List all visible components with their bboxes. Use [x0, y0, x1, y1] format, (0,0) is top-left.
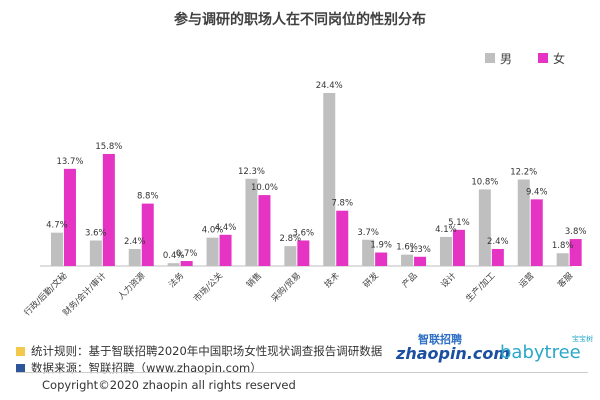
babytree-logo-cn: 宝宝树 — [572, 335, 593, 343]
source-note-rule-text: 统计规则：基于智联招聘2020年中国职场女性现状调查报告调研数据 — [31, 344, 383, 358]
data-label-female-12: 9.4% — [526, 187, 548, 197]
legend-swatch-female — [538, 53, 548, 63]
bar-female-4 — [219, 234, 232, 266]
data-label-male-11: 10.8% — [471, 177, 498, 187]
bar-male-8 — [362, 239, 375, 266]
bar-male-6 — [284, 246, 297, 266]
data-label-male-12: 12.2% — [510, 168, 537, 178]
category-label-5: 销售 — [244, 270, 264, 290]
data-label-female-10: 5.1% — [448, 218, 470, 228]
category-label-13: 客服 — [555, 270, 575, 290]
bar-male-1 — [89, 240, 102, 266]
bar-male-0 — [50, 232, 63, 266]
category-label-4: 市场/公关 — [191, 270, 225, 304]
yellow-square-icon — [16, 347, 25, 356]
bar-male-10 — [439, 236, 452, 266]
babytree-logo-en: babytree — [500, 342, 581, 363]
data-label-female-1: 15.8% — [95, 142, 122, 152]
bar-male-4 — [206, 237, 219, 266]
data-label-male-8: 3.7% — [357, 228, 379, 238]
data-label-female-11: 2.4% — [487, 237, 509, 247]
footer-divider — [16, 372, 588, 373]
bar-female-13 — [569, 239, 582, 266]
category-label-8: 研发 — [361, 270, 381, 290]
bar-female-9 — [414, 256, 427, 266]
bar-male-11 — [478, 189, 491, 266]
data-label-female-4: 4.4% — [215, 223, 237, 233]
legend-label-female: 女 — [553, 51, 565, 66]
bar-female-12 — [530, 199, 543, 266]
legend-label-male: 男 — [500, 52, 512, 66]
data-label-male-6: 2.8% — [280, 234, 302, 244]
category-label-2: 人力资源 — [116, 270, 148, 302]
data-label-male-5: 12.3% — [238, 167, 265, 177]
category-label-6: 采购/贸易 — [269, 270, 303, 304]
bar-male-5 — [245, 178, 258, 266]
bar-male-13 — [556, 253, 569, 266]
chart-title: 参与调研的职场人在不同岗位的性别分布 — [174, 11, 426, 28]
zhaopin-logo-en: zhaopin.com — [396, 344, 511, 363]
category-label-11: 生产/加工 — [464, 270, 498, 304]
data-label-female-9: 1.3% — [409, 245, 431, 255]
data-label-female-2: 8.8% — [137, 192, 159, 202]
zhaopin-logo-cn: 智联招聘 — [418, 333, 462, 346]
zhaopin-logo: 智联招聘 zhaopin.com — [396, 333, 510, 363]
bar-female-0 — [63, 168, 76, 266]
data-label-male-1: 3.6% — [85, 228, 107, 238]
data-label-female-7: 7.8% — [331, 199, 353, 209]
bar-female-6 — [297, 240, 310, 266]
bar-male-3 — [167, 263, 180, 266]
bar-female-1 — [102, 153, 115, 266]
category-label-7: 技术 — [322, 270, 342, 290]
bar-female-3 — [180, 261, 193, 266]
babytree-logo: 宝宝树 babytree — [500, 334, 595, 364]
category-label-12: 运营 — [517, 270, 537, 290]
data-label-male-4: 4.0% — [202, 226, 224, 236]
bar-female-8 — [375, 252, 388, 266]
legend: 男 女 — [485, 51, 565, 66]
data-label-female-3: 0.7% — [176, 249, 198, 259]
source-note-data-text: 数据来源：智联招聘（www.zhaopin.com） — [31, 361, 262, 375]
data-label-female-5: 10.0% — [251, 183, 278, 193]
bars-group — [50, 93, 582, 266]
source-note-data: 数据来源：智联招聘（www.zhaopin.com） — [16, 360, 262, 376]
data-label-male-3: 0.4% — [163, 251, 185, 261]
bar-male-9 — [401, 254, 414, 266]
bar-female-10 — [452, 229, 465, 266]
data-label-male-2: 2.4% — [124, 237, 146, 247]
data-label-female-13: 3.8% — [565, 227, 587, 237]
data-label-female-0: 13.7% — [56, 157, 83, 167]
bar-male-2 — [128, 248, 141, 266]
bar-female-5 — [258, 195, 271, 266]
bar-male-7 — [323, 93, 336, 266]
data-label-male-9: 1.6% — [396, 243, 418, 253]
bar-female-7 — [336, 210, 349, 266]
data-label-female-6: 3.6% — [293, 228, 315, 238]
data-label-male-0: 4.7% — [46, 221, 68, 231]
source-note-rule: 统计规则：基于智联招聘2020年中国职场女性现状调查报告调研数据 — [16, 343, 382, 359]
category-label-9: 产品 — [400, 270, 420, 290]
legend-swatch-male — [485, 53, 495, 63]
bar-female-2 — [141, 203, 154, 266]
bar-female-11 — [491, 248, 504, 266]
data-label-female-8: 1.9% — [370, 241, 392, 251]
data-label-male-10: 4.1% — [435, 225, 457, 235]
data-label-male-13: 1.8% — [552, 241, 574, 251]
data-labels-group: 4.7%13.7%3.6%15.8%2.4%8.8%0.4%0.7%4.0%4.… — [46, 81, 586, 261]
copyright-text: Copyright©2020 zhaopin all rights reserv… — [42, 378, 296, 392]
category-label-3: 法务 — [166, 270, 186, 290]
category-label-10: 设计 — [439, 270, 459, 290]
blue-square-icon — [16, 364, 25, 373]
data-label-male-7: 24.4% — [316, 81, 343, 91]
bar-male-12 — [517, 179, 530, 266]
